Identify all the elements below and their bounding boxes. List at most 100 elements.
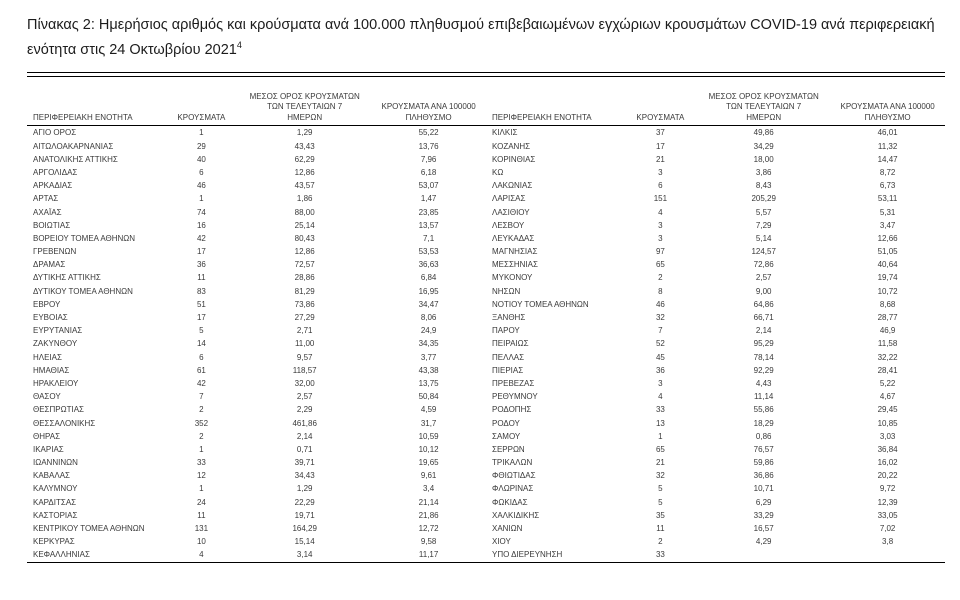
cases-cell: 42 [196,233,206,243]
table-body: ΑΓΙΟ ΟΡΟΣ 1 1,29 55,22 ΑΙΤΩΛΟΑΚΑΡΝΑΝΙΑΣ 29 43,… [27,126,945,563]
region-cell: ΛΑΡΙΣΑΣ [492,194,526,204]
per100k-cell: 53,07 [418,181,439,191]
cases-cell: 36 [655,365,665,375]
region-cell: ΛΕΥΚΑΔΑΣ [492,233,535,243]
cases-cell: 11 [197,510,206,520]
cases-cell: 1 [199,484,204,494]
per100k-cell: 16,95 [418,286,439,296]
per100k-cell: 4,59 [420,405,437,415]
table-row: ΔΥΤΙΚΗΣ ΑΤΤΙΚΗΣ 11 28,86 6,84 [27,271,486,284]
region-cell: ΡΟΔΟΠΗΣ [492,405,532,415]
per100k-cell: 16,02 [877,458,898,468]
cases-cell: 2 [199,405,204,415]
per100k-cell: 12,39 [877,497,898,507]
per100k-cell: 20,22 [877,471,898,481]
table-row: ΡΟΔΟΠΗΣ 33 55,86 29,45 [486,403,945,416]
region-cell: ΙΩΑΝΝΙΝΩΝ [33,458,78,468]
cases-cell: 74 [196,207,206,217]
avg7-cell: 4,43 [755,378,772,388]
per100k-cell: 4,67 [879,392,896,402]
avg7-cell: 78,14 [753,352,774,362]
region-cell: ΗΛΕΙΑΣ [33,352,62,362]
cases-cell: 42 [196,378,206,388]
region-cell: ΓΡΕΒΕΝΩΝ [33,247,77,257]
cases-cell: 2 [658,273,663,283]
region-cell: ΙΚΑΡΙΑΣ [33,444,64,454]
table-row: ΜΑΓΝΗΣΙΑΣ 97 124,57 51,05 [486,245,945,258]
cases-cell: 1 [199,444,204,454]
region-cell: ΡΟΔΟΥ [492,418,520,428]
avg7-cell: 66,71 [753,313,774,323]
table-row: ΛΑΡΙΣΑΣ 151 205,29 53,11 [486,192,945,205]
avg7-cell: 7,29 [755,220,772,230]
cases-cell: 7 [658,326,663,336]
per100k-cell: 3,03 [879,431,896,441]
table-row: ΛΕΣΒΟΥ 3 7,29 3,47 [486,219,945,232]
cases-cell: 32 [655,471,665,481]
table-row: ΑΝΑΤΟΛΙΚΗΣ ΑΤΤΙΚΗΣ 40 62,29 7,96 [27,153,486,166]
table-row: ΒΟΙΩΤΙΑΣ 16 25,14 13,57 [27,219,486,232]
cases-cell: 8 [658,286,663,296]
per100k-cell: 36,84 [877,444,898,454]
table-header-right: ΠΕΡΙΦΕΡΕΙΑΚΗ ΕΝΟΤΗΤΑ ΚΡΟΥΣΜΑΤΑ ΜΕΣΟΣ ΟΡΟ… [486,92,945,124]
per100k-cell: 9,61 [420,471,437,481]
per100k-cell: 28,41 [877,365,898,375]
avg7-cell: 11,00 [294,339,315,349]
region-cell: ΜΑΓΝΗΣΙΑΣ [492,247,538,257]
cases-cell: 11 [656,524,665,534]
region-cell: ΠΡΕΒΕΖΑΣ [492,378,535,388]
region-cell: ΕΒΡΟΥ [33,299,61,309]
per100k-cell: 36,63 [418,260,439,270]
cases-cell: 29 [196,141,206,151]
cases-cell: 4 [658,207,663,217]
report-page: Πίνακας 2: Ημερήσιος αριθμός και κρούσμα… [27,17,945,563]
cases-cell: 1 [658,431,663,441]
per100k-cell: 28,77 [877,313,898,323]
table-row: ΚΑΒΑΛΑΣ 12 34,43 9,61 [27,469,486,482]
cases-cell: 37 [655,128,665,138]
table-row: ΙΩΑΝΝΙΝΩΝ 33 39,71 19,65 [27,456,486,469]
avg7-cell: 2,57 [296,392,313,402]
cases-cell: 52 [655,339,665,349]
header-per100k: ΚΡΟΥΣΜΑΤΑ ΑΝΑ 100000 ΠΛΗΘΥΣΜΟ [840,102,935,122]
header-avg7: ΜΕΣΟΣ ΟΡΟΣ ΚΡΟΥΣΜΑΤΩΝ ΤΩΝ ΤΕΛΕΥΤΑΙΩΝ 7 Η… [708,91,819,122]
avg7-cell: 59,86 [753,458,774,468]
cases-cell: 24 [196,497,206,507]
per100k-cell: 19,65 [418,458,439,468]
region-cell: ΔΥΤΙΚΗΣ ΑΤΤΙΚΗΣ [33,273,101,283]
table-row: ΔΡΑΜΑΣ 36 72,57 36,63 [27,258,486,271]
cases-cell: 4 [658,392,663,402]
cases-cell: 33 [655,550,665,560]
region-cell: ΚΑΛΥΜΝΟΥ [33,484,78,494]
per100k-cell: 34,35 [418,339,439,349]
region-cell: ΡΕΘΥΜΝΟΥ [492,392,538,402]
header-region: ΠΕΡΙΦΕΡΕΙΑΚΗ ΕΝΟΤΗΤΑ [492,112,592,122]
per100k-cell: 23,85 [418,207,439,217]
table-row: ΚΑΛΥΜΝΟΥ 1 1,29 3,4 [27,482,486,495]
cases-cell: 6 [199,167,204,177]
region-cell: ΥΠΟ ΔΙΕΡΕΥΝΗΣΗ [492,550,563,560]
per100k-cell: 33,05 [877,510,898,520]
table-row: ΠΑΡΟΥ 7 2,14 46,9 [486,324,945,337]
avg7-cell: 6,29 [755,497,772,507]
per100k-cell: 50,84 [418,392,439,402]
cases-cell: 3 [658,378,663,388]
avg7-cell: 33,29 [753,510,774,520]
cases-cell: 1 [199,194,204,204]
region-cell: ΖΑΚΥΝΘΟΥ [33,339,78,349]
per100k-cell: 8,06 [420,313,437,323]
table-row: ΑΡΓΟΛΙΔΑΣ 6 12,86 6,18 [27,166,486,179]
per100k-cell: 7,1 [423,233,435,243]
region-cell: ΠΙΕΡΙΑΣ [492,365,524,375]
avg7-cell: 1,29 [296,484,313,494]
table-row: ΙΚΑΡΙΑΣ 1 0,71 10,12 [27,443,486,456]
header-cases: ΚΡΟΥΣΜΑΤΑ [177,112,226,122]
table-row: ΚΕΡΚΥΡΑΣ 10 15,14 9,58 [27,535,486,548]
table-row: ΧΙΟΥ 2 4,29 3,8 [486,535,945,548]
avg7-cell: 4,29 [755,537,772,547]
avg7-cell: 62,29 [294,154,315,164]
table-caption-text: Πίνακας 2: Ημερήσιος αριθμός και κρούσμα… [27,17,935,59]
avg7-cell: 12,86 [294,247,315,257]
per100k-cell: 31,7 [420,418,437,428]
region-cell: ΜΕΣΣΗΝΙΑΣ [492,260,538,270]
